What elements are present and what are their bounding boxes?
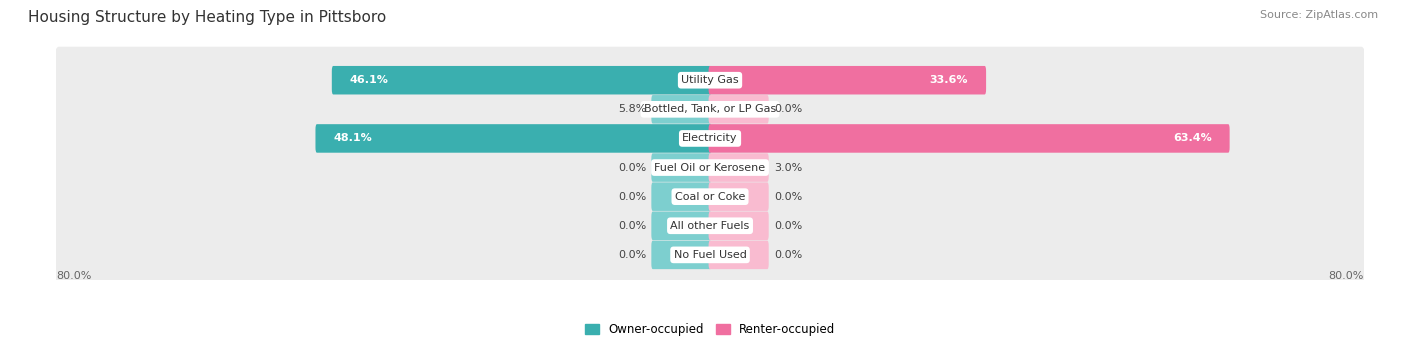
Text: Coal or Coke: Coal or Coke <box>675 192 745 202</box>
Text: 0.0%: 0.0% <box>773 221 801 231</box>
FancyBboxPatch shape <box>55 163 1365 230</box>
FancyBboxPatch shape <box>709 124 1230 153</box>
FancyBboxPatch shape <box>651 95 711 123</box>
FancyBboxPatch shape <box>55 47 1365 114</box>
Legend: Owner-occupied, Renter-occupied: Owner-occupied, Renter-occupied <box>579 318 841 341</box>
Text: 48.1%: 48.1% <box>333 133 373 144</box>
Text: 0.0%: 0.0% <box>773 250 801 260</box>
FancyBboxPatch shape <box>55 76 1365 143</box>
FancyBboxPatch shape <box>709 66 986 94</box>
Text: 0.0%: 0.0% <box>619 192 647 202</box>
FancyBboxPatch shape <box>709 241 769 269</box>
FancyBboxPatch shape <box>651 241 711 269</box>
FancyBboxPatch shape <box>332 66 711 94</box>
Text: Housing Structure by Heating Type in Pittsboro: Housing Structure by Heating Type in Pit… <box>28 10 387 25</box>
FancyBboxPatch shape <box>651 211 711 240</box>
Text: Electricity: Electricity <box>682 133 738 144</box>
Text: 33.6%: 33.6% <box>929 75 969 85</box>
FancyBboxPatch shape <box>55 192 1365 259</box>
Text: 0.0%: 0.0% <box>773 192 801 202</box>
FancyBboxPatch shape <box>709 95 769 123</box>
Text: 80.0%: 80.0% <box>56 271 91 281</box>
Text: Source: ZipAtlas.com: Source: ZipAtlas.com <box>1260 10 1378 20</box>
Text: 0.0%: 0.0% <box>619 163 647 173</box>
Text: Utility Gas: Utility Gas <box>682 75 738 85</box>
Text: 0.0%: 0.0% <box>619 250 647 260</box>
FancyBboxPatch shape <box>315 124 711 153</box>
Text: No Fuel Used: No Fuel Used <box>673 250 747 260</box>
FancyBboxPatch shape <box>651 153 711 182</box>
Text: Fuel Oil or Kerosene: Fuel Oil or Kerosene <box>654 163 766 173</box>
FancyBboxPatch shape <box>55 134 1365 201</box>
FancyBboxPatch shape <box>651 182 711 211</box>
Text: 0.0%: 0.0% <box>619 221 647 231</box>
FancyBboxPatch shape <box>709 211 769 240</box>
FancyBboxPatch shape <box>55 105 1365 172</box>
Text: 5.8%: 5.8% <box>617 104 647 114</box>
FancyBboxPatch shape <box>709 182 769 211</box>
FancyBboxPatch shape <box>55 221 1365 288</box>
Text: 80.0%: 80.0% <box>1329 271 1364 281</box>
Text: All other Fuels: All other Fuels <box>671 221 749 231</box>
Text: 63.4%: 63.4% <box>1173 133 1212 144</box>
FancyBboxPatch shape <box>709 153 769 182</box>
Text: 3.0%: 3.0% <box>773 163 801 173</box>
Text: Bottled, Tank, or LP Gas: Bottled, Tank, or LP Gas <box>644 104 776 114</box>
Text: 46.1%: 46.1% <box>350 75 388 85</box>
Text: 0.0%: 0.0% <box>773 104 801 114</box>
